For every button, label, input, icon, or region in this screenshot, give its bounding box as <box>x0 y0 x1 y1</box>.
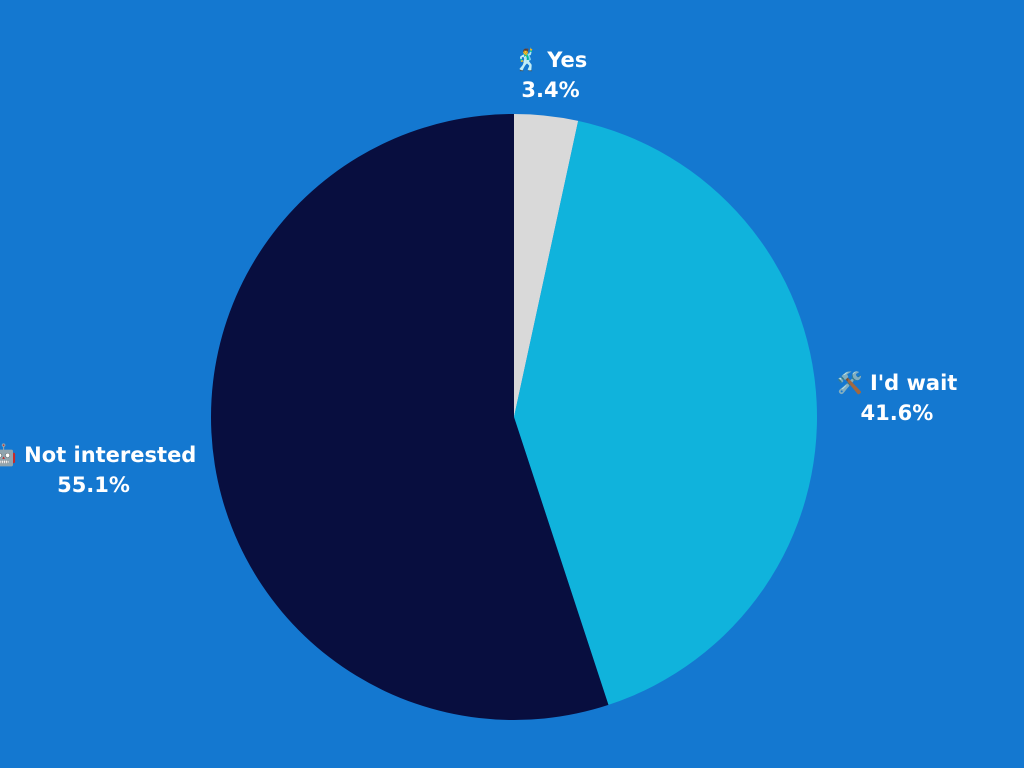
slice-label: 🛠️ I'd wait <box>836 370 957 395</box>
slice-value-label: 3.4% <box>521 78 579 102</box>
slice-label: 🤖 Not interested <box>0 442 196 467</box>
pie-slice <box>514 114 579 417</box>
pie-slice <box>514 120 817 705</box>
slice-label: 🕺 Yes <box>514 47 587 72</box>
slice-value-label: 55.1% <box>57 473 130 497</box>
slice-value-label: 41.6% <box>860 401 933 425</box>
pie-slice <box>210 114 609 720</box>
